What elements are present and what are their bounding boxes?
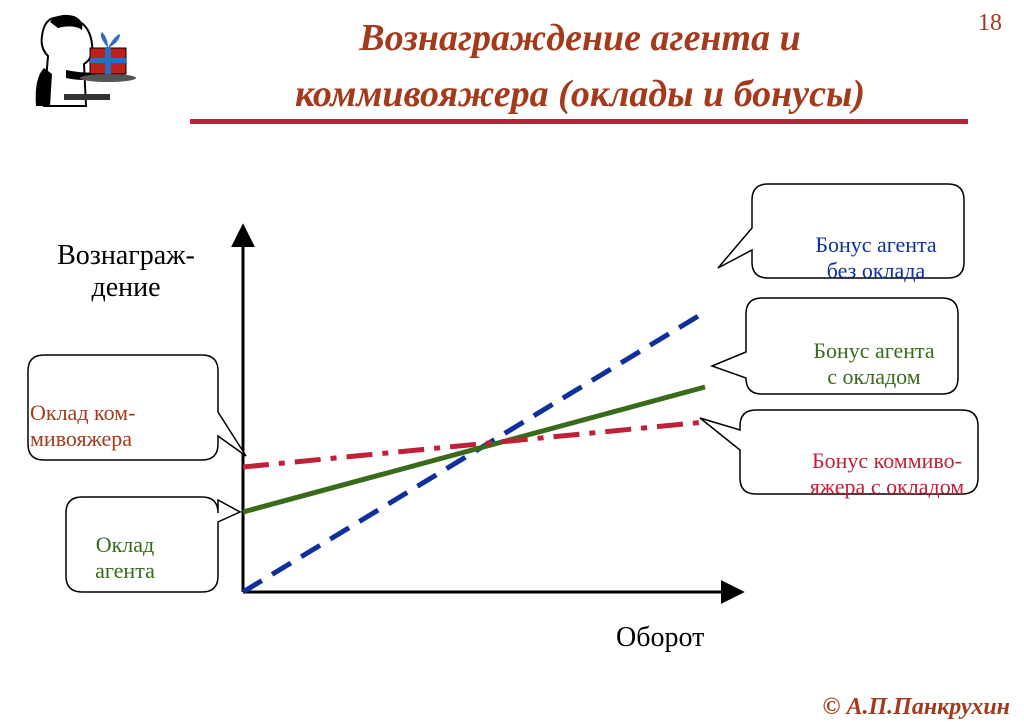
callout-bubble-agent-no-salary xyxy=(717,183,965,279)
copyright-text: © А.П.Панкрухин xyxy=(822,694,1010,720)
callout-bubble-agent-with-salary xyxy=(709,297,959,395)
legend-label-line-2: без оклада xyxy=(826,258,926,283)
y-axis-label: Вознаграж- дение xyxy=(36,240,216,304)
x-axis-label: Оборот xyxy=(616,622,705,653)
series-line-agent-no-salary xyxy=(241,309,707,595)
series-line-agent-with-salary xyxy=(242,384,706,515)
callout-bubble-salesman xyxy=(699,409,979,495)
legend-label-salesman-with-salary: Бонус коммиво- яжера с окладом xyxy=(780,448,994,500)
title-line-2: коммивояжера (оклады и бонусы) xyxy=(295,73,865,115)
legend-label-line-2: яжера с окладом xyxy=(809,474,965,499)
annotation-agent-salary: Оклад агента xyxy=(70,532,180,584)
annotation-line-1: Оклад xyxy=(95,532,155,557)
waiter-with-gift-icon xyxy=(35,14,136,107)
y-axis-label-line-1: Вознаграж- xyxy=(57,240,195,271)
legend-label-agent-with-salary: Бонус агента с окладом xyxy=(774,338,974,390)
y-axis-label-line-2: дение xyxy=(91,272,161,303)
title-line-1: Вознаграждение агента и xyxy=(359,17,801,59)
legend-label-agent-no-salary: Бонус агента без оклада xyxy=(776,232,976,284)
legend-label-line-2: с окладом xyxy=(827,364,921,389)
callout-bubble-salesman-salary xyxy=(27,354,247,461)
title-underline xyxy=(190,119,968,124)
legend-label-line-1: Бонус агента xyxy=(813,338,935,363)
callout-bubble-agent-salary xyxy=(65,496,242,593)
legend-label-line-1: Бонус агента xyxy=(815,232,937,257)
page-number: 18 xyxy=(978,10,1002,36)
annotation-line-2: мивояжера xyxy=(30,426,133,451)
annotation-line-1: Оклад ком- xyxy=(30,400,136,425)
series-lines xyxy=(241,309,707,595)
annotation-salesman-salary: Оклад ком- мивояжера xyxy=(30,400,210,452)
slide-title: Вознаграждение агента и коммивояжера (ок… xyxy=(190,10,970,122)
annotation-line-2: агента xyxy=(95,558,155,583)
series-line-salesman-with-salary xyxy=(242,419,706,470)
legend-label-line-1: Бонус коммиво- xyxy=(811,448,962,473)
